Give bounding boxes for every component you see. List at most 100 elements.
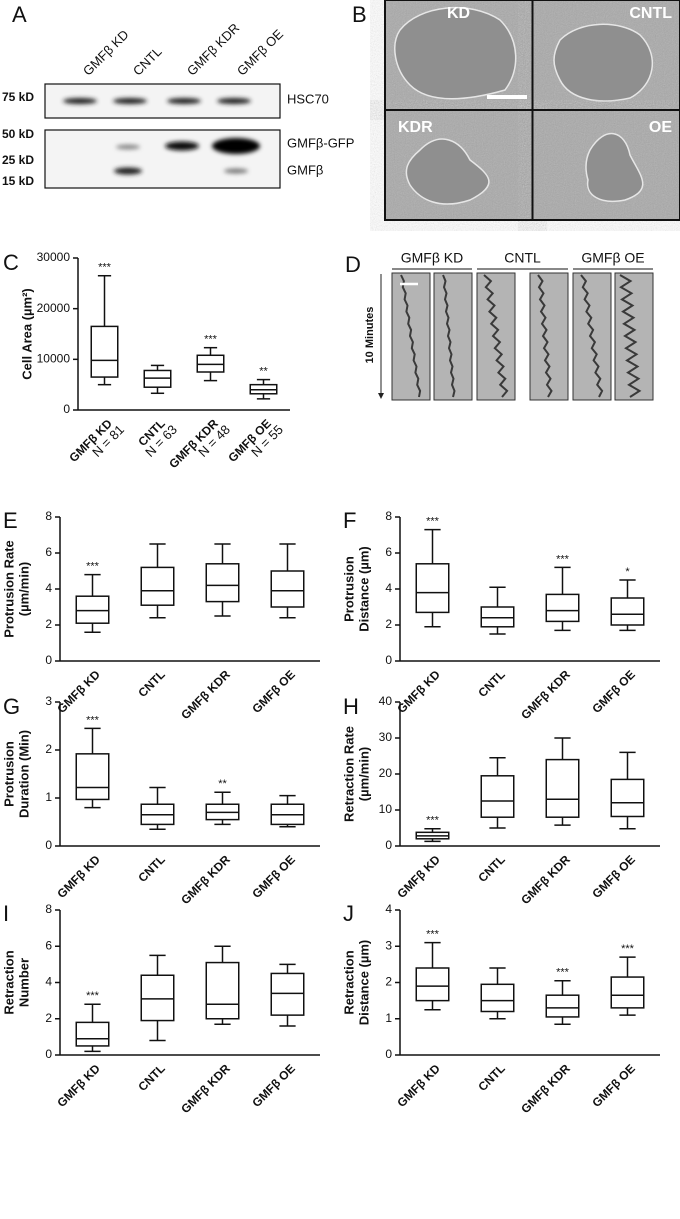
y-tick-label: 30: [379, 730, 393, 744]
y-tick-label: 0: [45, 838, 52, 852]
band-label: GMFβ-GFP: [287, 135, 354, 150]
x-tick-label: GMFβ KD: [54, 1061, 103, 1110]
y-tick-label: 4: [45, 975, 52, 989]
panel-letter: J: [343, 901, 354, 926]
kymo-edge: [619, 274, 642, 398]
kymo-edge: [483, 274, 509, 398]
y-axis-label: Retraction: [341, 950, 356, 1014]
y-tick-label: 2: [45, 617, 52, 631]
y-tick-label: 4: [385, 581, 392, 595]
box: [205, 961, 240, 1020]
panel-letter: E: [3, 508, 18, 533]
lane-label: GMFβ KD: [80, 27, 132, 79]
cell: [405, 138, 490, 205]
y-tick-label: 2: [385, 975, 392, 989]
time-label: 10 Minutes: [364, 307, 376, 364]
y-tick-label: 20: [379, 766, 393, 780]
y-axis-label: Cell Area (µm²): [19, 288, 34, 380]
y-tick-label: 0: [385, 838, 392, 852]
y-tick-label: 0: [45, 1047, 52, 1061]
box: [545, 593, 580, 623]
y-axis-label: Protrusion: [341, 556, 356, 622]
significance: ***: [426, 516, 440, 528]
kymograph: [614, 272, 654, 401]
band: [217, 98, 251, 104]
panel-letter: C: [3, 250, 19, 275]
significance: ***: [86, 990, 100, 1002]
box: [75, 1021, 110, 1047]
x-tick-label: GMFβ KD: [54, 852, 103, 901]
box: [415, 563, 450, 614]
x-tick-label: GMFβ OE: [249, 1061, 298, 1110]
significance: *: [625, 566, 630, 578]
size-marker: 15 kD: [2, 174, 34, 188]
y-axis-label: Retraction: [1, 950, 16, 1014]
x-tick-label: GMFβ KD: [394, 667, 443, 716]
band: [116, 144, 140, 150]
y-tick-label: 3: [45, 694, 52, 708]
y-tick-label: 0: [45, 653, 52, 667]
x-tick-label: GMFβ KDR: [518, 1061, 573, 1116]
y-tick-label: 10000: [37, 352, 71, 366]
significance: ***: [556, 967, 570, 979]
kymo-edge: [400, 274, 422, 398]
image-label: KDR: [398, 119, 433, 136]
kymo-edge: [537, 274, 553, 398]
significance: ***: [86, 714, 100, 726]
group-label: GMFβ KD: [401, 250, 464, 266]
significance: **: [259, 366, 268, 378]
box: [610, 597, 645, 626]
y-axis-label: (µm/min): [356, 747, 371, 801]
x-tick-label: GMFβ KDR: [178, 1061, 233, 1116]
panel-letter: I: [3, 901, 9, 926]
kymograph: [476, 272, 516, 401]
y-tick-label: 8: [385, 509, 392, 523]
image-label: OE: [649, 119, 672, 136]
image-label: CNTL: [629, 5, 672, 22]
y-axis-label: Distance (µm): [356, 940, 371, 1026]
band: [212, 138, 260, 154]
y-tick-label: 6: [45, 938, 52, 952]
y-tick-label: 20000: [37, 301, 71, 315]
panel-letter: F: [343, 508, 356, 533]
cell: [394, 7, 517, 100]
y-tick-label: 0: [63, 402, 70, 416]
box: [480, 983, 515, 1013]
box: [545, 758, 580, 818]
y-tick-label: 0: [385, 653, 392, 667]
y-tick-label: 8: [45, 902, 52, 916]
y-tick-label: 3: [385, 938, 392, 952]
box: [545, 994, 580, 1018]
cell: [553, 23, 654, 102]
box: [140, 974, 175, 1022]
x-tick-label: GMFβ OE: [249, 852, 298, 901]
x-tick-label: GMFβ KDR: [518, 852, 573, 907]
y-tick-label: 4: [45, 581, 52, 595]
lane-label: GMFβ KDR: [184, 20, 242, 78]
image-label: KD: [447, 5, 470, 22]
y-axis-label: (µm/min): [16, 562, 31, 616]
x-tick-label: CNTL: [135, 852, 168, 885]
band-label: GMFβ: [287, 162, 323, 177]
box: [610, 778, 645, 818]
y-axis-label: Distance (µm): [356, 546, 371, 632]
box: [415, 967, 450, 1002]
lane-label: GMFβ OE: [234, 26, 286, 78]
x-tick-label: CNTL: [135, 667, 168, 700]
x-tick-label: GMFβ KD: [394, 1061, 443, 1110]
y-axis-label: Protrusion Rate: [1, 540, 16, 638]
significance: ***: [426, 815, 440, 827]
box: [143, 369, 172, 388]
x-tick-label: GMFβ KD: [394, 852, 443, 901]
band: [167, 98, 201, 104]
y-tick-label: 2: [45, 1011, 52, 1025]
box: [140, 566, 175, 606]
kymo-edge: [442, 274, 456, 398]
band: [63, 98, 97, 104]
significance: ***: [621, 943, 635, 955]
group-label: CNTL: [504, 250, 541, 266]
y-axis-label: Number: [16, 958, 31, 1007]
box: [480, 606, 515, 628]
size-marker: 75 kD: [2, 90, 34, 104]
